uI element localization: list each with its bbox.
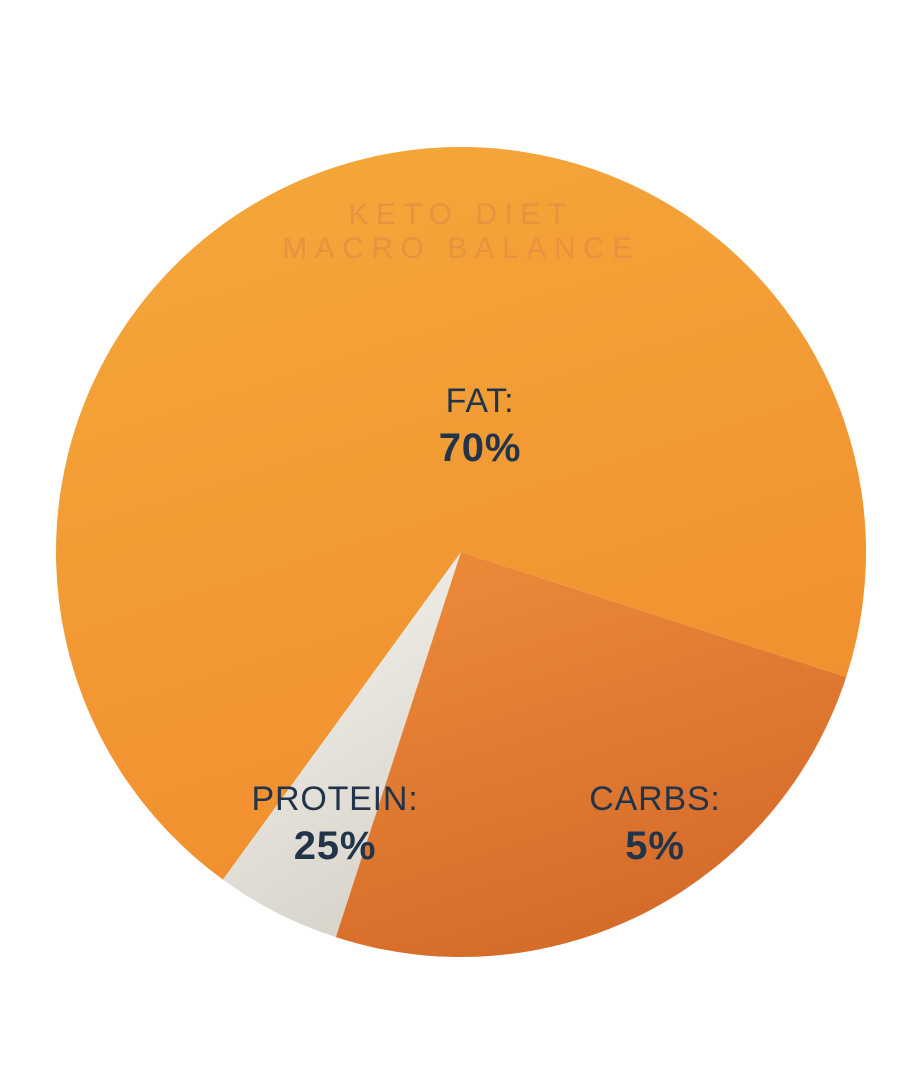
chart-title: KETO DIET MACRO BALANCE <box>0 198 922 266</box>
pie-chart-svg <box>0 0 922 1070</box>
slice-label-carbs: CARBS: 5% <box>555 778 755 871</box>
chart-title-line1: KETO DIET <box>348 198 573 231</box>
slice-name-protein: PROTEIN: <box>205 778 465 821</box>
pie-chart-container: KETO DIET MACRO BALANCE FAT: 70% CARBS: … <box>0 0 922 1070</box>
slice-label-protein: PROTEIN: 25% <box>205 778 465 871</box>
slice-name-fat: FAT: <box>380 380 580 423</box>
slice-value-fat: 70% <box>380 423 580 473</box>
chart-title-line2: MACRO BALANCE <box>282 232 640 265</box>
slice-label-fat: FAT: 70% <box>380 380 580 473</box>
slice-value-carbs: 5% <box>555 821 755 871</box>
slice-name-carbs: CARBS: <box>555 778 755 821</box>
slice-value-protein: 25% <box>205 821 465 871</box>
